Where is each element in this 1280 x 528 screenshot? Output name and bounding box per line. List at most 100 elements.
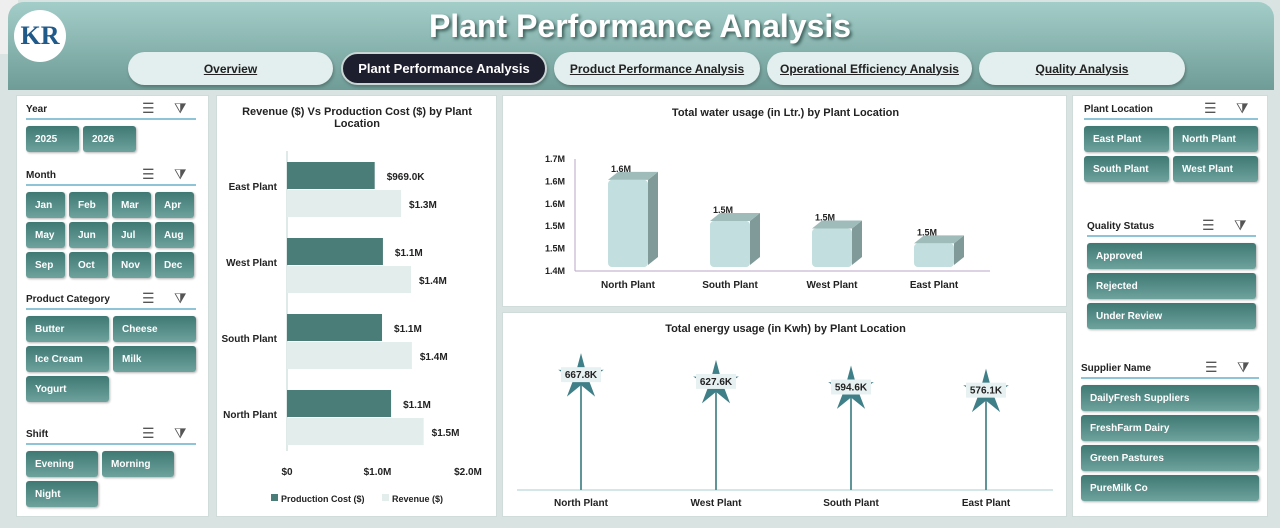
data-label: $1.1M <box>403 400 431 411</box>
clear-filter-icon[interactable]: ⧩ <box>174 425 201 441</box>
category-label: South Plant <box>823 498 879 509</box>
multi-select-icon[interactable]: ☰ <box>1202 217 1229 233</box>
slicer-item[interactable]: Ice Cream <box>26 346 109 372</box>
slicer-divider <box>1084 118 1258 120</box>
multi-select-icon[interactable]: ☰ <box>142 100 169 116</box>
bar-side <box>750 213 760 265</box>
data-label: 1.5M <box>917 227 937 237</box>
x-tick-label: $0 <box>281 467 293 478</box>
slicer-item[interactable]: DailyFresh Suppliers <box>1081 385 1259 411</box>
slicer-item[interactable]: Butter <box>26 316 109 342</box>
category-label: East Plant <box>229 182 278 193</box>
multi-select-icon[interactable]: ☰ <box>1205 359 1232 375</box>
chart-title: Total water usage (in Ltr.) by Plant Loc… <box>671 107 900 119</box>
slicer-item[interactable]: Milk <box>113 346 196 372</box>
slicer-divider <box>26 118 196 120</box>
slicer-item[interactable]: May <box>26 222 65 248</box>
slicer-item[interactable]: Jun <box>69 222 108 248</box>
clear-filter-icon[interactable]: ⧩ <box>1236 100 1263 116</box>
slicer-divider <box>1087 235 1256 237</box>
bar-production-cost <box>287 390 392 417</box>
slicer-item[interactable]: Sep <box>26 252 65 278</box>
multi-select-icon[interactable]: ☰ <box>142 425 169 441</box>
slicer-item[interactable]: Cheese <box>113 316 196 342</box>
slicer-divider <box>26 443 196 445</box>
slicer-item[interactable]: North Plant <box>1173 126 1258 152</box>
slicer-item[interactable]: East Plant <box>1084 126 1169 152</box>
y-tick-label: 1.4M <box>545 266 565 276</box>
slicer-item[interactable]: FreshFarm Dairy <box>1081 415 1259 441</box>
data-label: 576.1K <box>970 386 1003 397</box>
clear-filter-icon[interactable]: ⧩ <box>174 166 201 182</box>
legend-label: Revenue ($) <box>392 494 443 504</box>
slicer-item[interactable]: Apr <box>155 192 194 218</box>
slicer-title: Product Category <box>26 294 110 305</box>
data-label: $1.4M <box>420 352 448 363</box>
slicer-title: Plant Location <box>1084 104 1153 115</box>
slicer-item[interactable]: Rejected <box>1087 273 1256 299</box>
x-tick-label: $1.0M <box>364 467 392 478</box>
bar-production-cost <box>287 238 383 265</box>
bar-revenue <box>287 418 424 445</box>
slicer-item[interactable]: Yogurt <box>26 376 109 402</box>
bar-revenue <box>287 342 412 369</box>
slicer-item[interactable]: West Plant <box>1173 156 1258 182</box>
slicer-item[interactable]: Under Review <box>1087 303 1256 329</box>
chart-title: Revenue ($) Vs Production Cost ($) by Pl… <box>242 106 472 130</box>
multi-select-icon[interactable]: ☰ <box>142 290 169 306</box>
clear-filter-icon[interactable]: ⧩ <box>174 100 201 116</box>
category-label: East Plant <box>910 280 959 291</box>
slicer-item[interactable]: PureMilk Co <box>1081 475 1259 501</box>
slicer-item[interactable]: Dec <box>155 252 194 278</box>
data-label: 1.5M <box>713 205 733 215</box>
y-tick-label: 1.5M <box>545 244 565 254</box>
slicer-item[interactable]: 2026 <box>83 126 136 152</box>
legend-swatch <box>271 494 278 501</box>
energy-usage-chart: 667.8K North Plant 627.6K West Plant 594.6K S… <box>517 353 1053 509</box>
tab-overview[interactable]: Overview <box>128 52 333 85</box>
data-label: $1.1M <box>395 248 423 259</box>
slicer-title: Quality Status <box>1087 221 1155 232</box>
data-label: 594.6K <box>835 383 868 394</box>
multi-select-icon[interactable]: ☰ <box>142 166 169 182</box>
slicer-item[interactable]: Morning <box>102 451 174 477</box>
slicer-item[interactable]: Evening <box>26 451 98 477</box>
slicer-item[interactable]: Mar <box>112 192 151 218</box>
slicer-item[interactable]: Jan <box>26 192 65 218</box>
slicer-item[interactable]: Night <box>26 481 98 507</box>
revenue-cost-chart-panel: Revenue ($) Vs Production Cost ($) by Pl… <box>216 95 497 517</box>
slicer-item[interactable]: Approved <box>1087 243 1256 269</box>
data-label-bg <box>696 373 736 389</box>
tab-product-performance-analysis[interactable]: Product Performance Analysis <box>554 52 760 85</box>
y-tick-label: 1.5M <box>545 221 565 231</box>
clear-filter-icon[interactable]: ⧩ <box>1237 359 1264 375</box>
bar-revenue <box>287 190 402 217</box>
slicer-title: Shift <box>26 429 49 440</box>
clear-filter-icon[interactable]: ⧩ <box>1234 217 1261 233</box>
clear-filter-icon[interactable]: ⧩ <box>174 290 201 306</box>
chart-title: Total energy usage (in Kwh) by Plant Loc… <box>665 323 906 335</box>
slicer-item[interactable]: Aug <box>155 222 194 248</box>
water-bar <box>812 228 852 267</box>
tab-plant-performance-analysis[interactable]: Plant Performance Analysis <box>341 52 547 85</box>
tab-operational-efficiency-analysis[interactable]: Operational Efficiency Analysis <box>767 52 972 85</box>
slicer-item[interactable]: Oct <box>69 252 108 278</box>
slicer-item[interactable]: Nov <box>112 252 151 278</box>
slicer-title: Month <box>26 170 56 181</box>
legend-label: Production Cost ($) <box>281 494 365 504</box>
legend-swatch <box>382 494 389 501</box>
slicer-item[interactable]: Feb <box>69 192 108 218</box>
data-label: $969.0K <box>387 172 426 183</box>
slicer-item[interactable]: Green Pastures <box>1081 445 1259 471</box>
multi-select-icon[interactable]: ☰ <box>1204 100 1231 116</box>
slicer-item[interactable]: South Plant <box>1084 156 1169 182</box>
slicer-item[interactable]: Jul <box>112 222 151 248</box>
data-label: 667.8K <box>565 370 598 381</box>
energy-usage-chart-panel: Total energy usage (in Kwh) by Plant Loc… <box>502 312 1067 517</box>
bar-revenue <box>287 266 411 293</box>
water-bar <box>710 221 750 267</box>
slicer-item[interactable]: 2025 <box>26 126 79 152</box>
bar-production-cost <box>287 314 383 341</box>
tab-quality-analysis[interactable]: Quality Analysis <box>979 52 1185 85</box>
bar-production-cost <box>287 162 375 189</box>
